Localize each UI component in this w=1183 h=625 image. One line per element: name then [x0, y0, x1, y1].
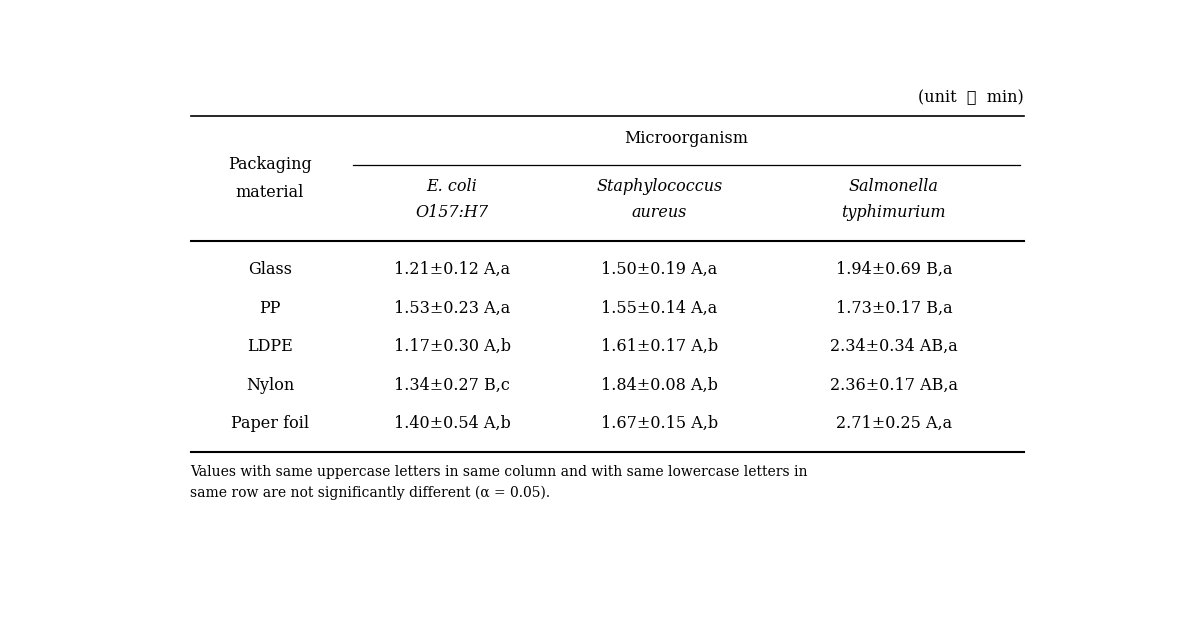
Text: 1.34±0.27 B,c: 1.34±0.27 B,c — [394, 377, 510, 394]
Text: Nylon: Nylon — [246, 377, 295, 394]
Text: 1.67±0.15 A,b: 1.67±0.15 A,b — [601, 415, 718, 432]
Text: Staphylococcus: Staphylococcus — [596, 178, 723, 195]
Text: 2.34±0.34 AB,a: 2.34±0.34 AB,a — [830, 338, 958, 355]
Text: 1.40±0.54 A,b: 1.40±0.54 A,b — [394, 415, 510, 432]
Text: 1.50±0.19 A,a: 1.50±0.19 A,a — [601, 261, 718, 278]
Text: 2.36±0.17 AB,a: 2.36±0.17 AB,a — [829, 377, 958, 394]
Text: (unit  ：  min): (unit ： min) — [918, 89, 1023, 107]
Text: 1.73±0.17 B,a: 1.73±0.17 B,a — [835, 300, 952, 317]
Text: Paper foil: Paper foil — [231, 415, 309, 432]
Text: E. coli: E. coli — [427, 178, 478, 195]
Text: PP: PP — [259, 300, 280, 317]
Text: Salmonella: Salmonella — [849, 178, 939, 195]
Text: 2.71±0.25 A,a: 2.71±0.25 A,a — [835, 415, 952, 432]
Text: aureus: aureus — [632, 204, 687, 221]
Text: 1.55±0.14 A,a: 1.55±0.14 A,a — [601, 300, 718, 317]
Text: 1.53±0.23 A,a: 1.53±0.23 A,a — [394, 300, 510, 317]
Text: LDPE: LDPE — [247, 338, 293, 355]
Text: 1.17±0.30 A,b: 1.17±0.30 A,b — [394, 338, 511, 355]
Text: material: material — [235, 184, 304, 201]
Text: Packaging: Packaging — [228, 156, 312, 173]
Text: Values with same uppercase letters in same column and with same lowercase letter: Values with same uppercase letters in sa… — [190, 464, 808, 479]
Text: Glass: Glass — [248, 261, 292, 278]
Text: Microorganism: Microorganism — [625, 131, 749, 148]
Text: 1.61±0.17 A,b: 1.61±0.17 A,b — [601, 338, 718, 355]
Text: same row are not significantly different (α = 0.05).: same row are not significantly different… — [190, 486, 550, 500]
Text: 1.84±0.08 A,b: 1.84±0.08 A,b — [601, 377, 718, 394]
Text: 1.94±0.69 B,a: 1.94±0.69 B,a — [835, 261, 952, 278]
Text: 1.21±0.12 A,a: 1.21±0.12 A,a — [394, 261, 510, 278]
Text: O157:H7: O157:H7 — [415, 204, 489, 221]
Text: typhimurium: typhimurium — [841, 204, 946, 221]
